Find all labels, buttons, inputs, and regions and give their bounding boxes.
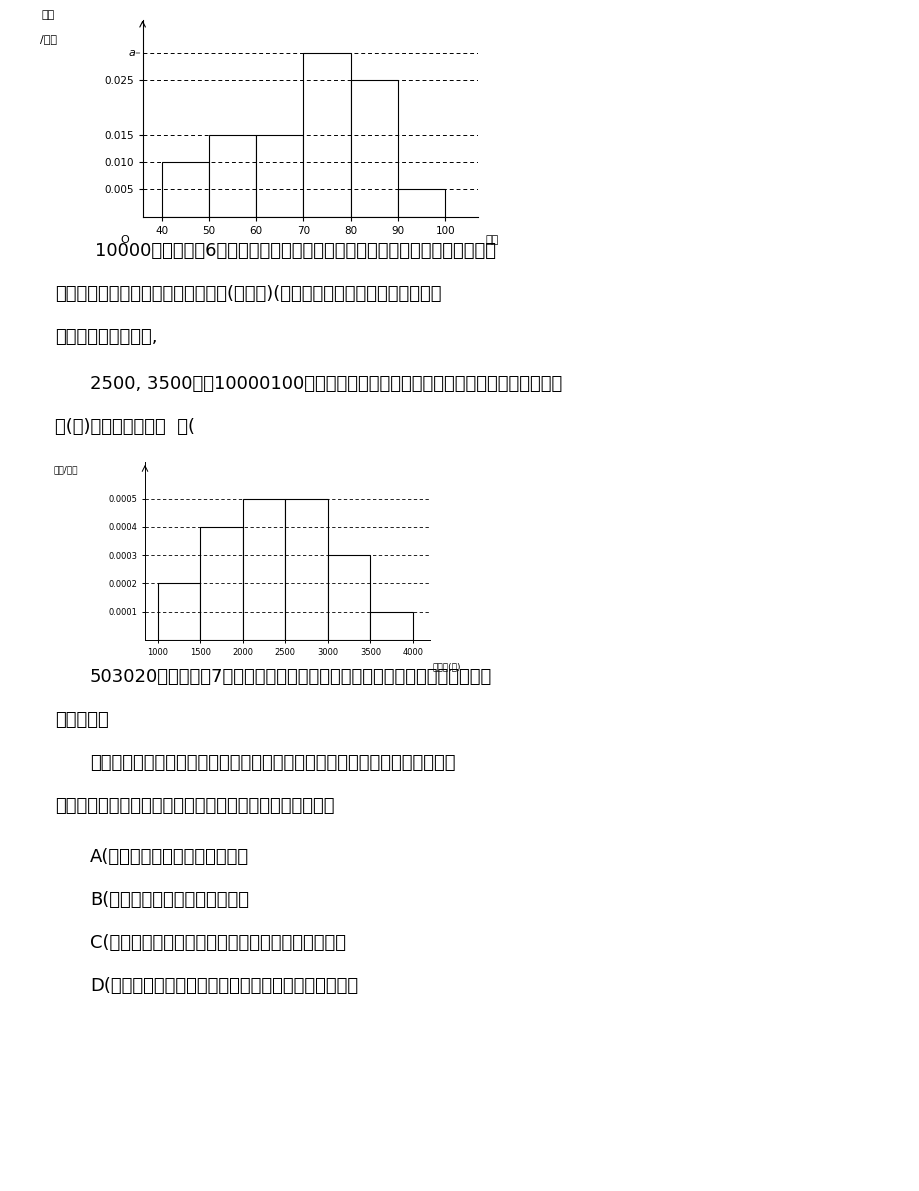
Text: 2500, 3500，，10000100要从这人中再用分层抽样方法抽出人作进一步调查，则: 2500, 3500，，10000100要从这人中再用分层抽样方法抽出人作进一步… xyxy=(90,375,562,393)
Text: A(这种抽样方法是一种分层抽样: A(这种抽样方法是一种分层抽样 xyxy=(90,848,249,866)
Bar xyxy=(370,612,413,640)
Text: D(该班级男生成绩的平均数小于该班女生成绩的平均数: D(该班级男生成绩的平均数小于该班女生成绩的平均数 xyxy=(90,977,357,994)
Bar xyxy=(162,162,209,217)
Text: 频率: 频率 xyxy=(42,11,55,20)
Bar xyxy=(200,526,243,640)
Bar xyxy=(285,499,327,640)
Bar xyxy=(327,555,370,640)
Bar xyxy=(350,80,398,217)
Text: 、职业等方面的关系,: 、职业等方面的关系, xyxy=(55,328,157,347)
Bar xyxy=(303,54,350,217)
Bar xyxy=(398,189,445,217)
Text: O: O xyxy=(120,236,129,245)
Text: C(这五名男生成绩的方差大于这五名女生成绩的方差: C(这五名男生成绩的方差大于这五名女生成绩的方差 xyxy=(90,934,346,952)
Text: 10000【变式演练6】一个社会调查机构就某地居民的月收入调查了人，并根据: 10000【变式演练6】一个社会调查机构就某地居民的月收入调查了人，并根据 xyxy=(95,242,495,260)
Text: 所得数据画了样本的频率分布直方图(如下图)(为了分析居民的收入与年龄、学历: 所得数据画了样本的频率分布直方图(如下图)(为了分析居民的收入与年龄、学历 xyxy=(55,285,441,303)
Text: 在(元)月收入段应抽出  人(: 在(元)月收入段应抽出 人( xyxy=(55,418,195,436)
Text: 503020【变式演练7】某班级有名学生，其中有名男生和名女生，随机询问了: 503020【变式演练7】某班级有名学生，其中有名男生和名女生，随机询问了 xyxy=(90,668,492,686)
Text: B(这种抽样方法是一种系统抽样: B(这种抽样方法是一种系统抽样 xyxy=(90,891,249,909)
Bar xyxy=(243,499,285,640)
Bar xyxy=(255,135,303,217)
Text: 该班五名男: 该班五名男 xyxy=(55,711,108,729)
Text: 生和五名女生在某次数学测验中的成绩，五名男生的成绩分别为，，，，，五: 生和五名女生在某次数学测验中的成绩，五名男生的成绩分别为，，，，，五 xyxy=(90,754,455,772)
Text: 分数: 分数 xyxy=(484,236,498,245)
Text: 月收入(元): 月收入(元) xyxy=(432,662,460,672)
Bar xyxy=(157,584,200,640)
Text: /组距: /组距 xyxy=(40,33,57,44)
Text: a: a xyxy=(129,48,135,58)
Text: 频率/组距: 频率/组距 xyxy=(53,466,78,474)
Text: 名女生的成绩分别为，，，，，下列说法一定正确的是（）: 名女生的成绩分别为，，，，，下列说法一定正确的是（） xyxy=(55,797,335,815)
Bar xyxy=(209,135,255,217)
